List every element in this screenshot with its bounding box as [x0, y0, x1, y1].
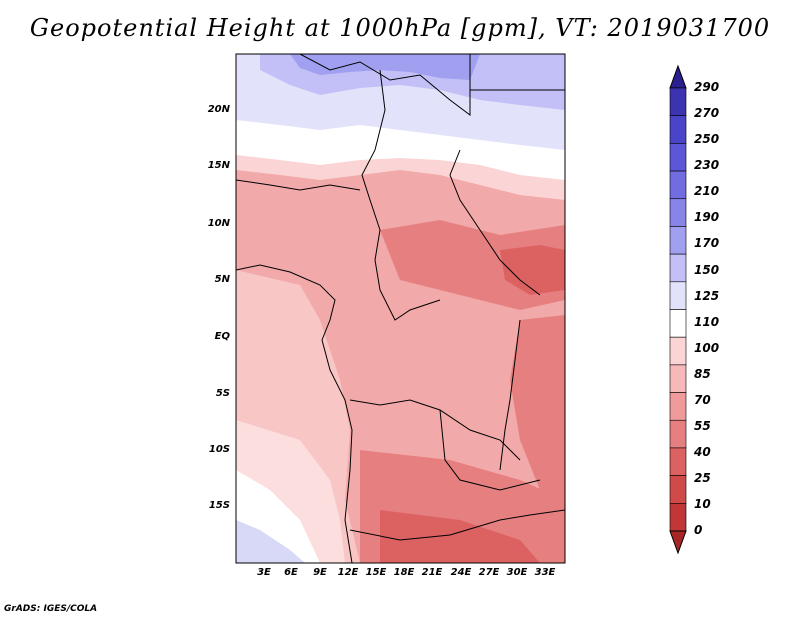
colorbar-swatch	[669, 309, 687, 338]
colorbar-bottom-arrow	[669, 530, 687, 555]
colorbar-swatch	[669, 336, 687, 366]
lat-tick-label: 15S	[208, 500, 230, 511]
colorbar-top-arrow	[669, 64, 687, 89]
colorbar-label: 190	[694, 210, 720, 224]
lat-tick-label: EQ	[214, 331, 230, 342]
border-east	[449, 149, 541, 296]
map-title: Geopotential Height at 1000hPa [gpm], VT…	[29, 14, 771, 42]
colorbar-label: 100	[694, 341, 720, 355]
field-ne-red	[500, 245, 565, 295]
field-east-red	[510, 315, 565, 500]
lon-tick-label: 15E	[365, 567, 387, 578]
coastline	[236, 264, 353, 563]
colorbar-swatch	[669, 115, 687, 144]
height-field	[236, 54, 565, 563]
colorbar-label: 55	[694, 419, 711, 433]
colorbar-label: 70	[694, 393, 711, 407]
border-central	[361, 69, 441, 321]
colorbar-label: 150	[694, 263, 720, 277]
lat-tick-label: 10S	[208, 444, 230, 455]
colorbar-label: 125	[694, 289, 720, 303]
colorbar-swatch	[669, 475, 687, 504]
colorbar-swatch	[669, 447, 687, 476]
border-north	[299, 54, 471, 116]
border-lakes	[499, 319, 521, 471]
lon-tick-label: 30E	[506, 567, 528, 578]
colorbar-label: 40	[694, 445, 711, 459]
colorbar-label: 270	[694, 106, 720, 120]
lat-tick-label: 10N	[207, 218, 230, 229]
colorbar-label: 0	[694, 523, 703, 537]
lat-tick-label: 5N	[214, 274, 230, 285]
lon-tick-label: 21E	[421, 567, 443, 578]
grads-credit: GrADS: IGES/COLA	[4, 604, 98, 614]
colorbar-swatch	[669, 503, 687, 532]
field-sw-blue	[236, 520, 305, 563]
lon-tick-label: 27E	[478, 567, 500, 578]
colorbar-label: 85	[694, 367, 711, 381]
border-far-south	[349, 509, 565, 541]
lon-tick-label: 24E	[450, 567, 472, 578]
map-frame	[235, 53, 566, 564]
colorbar	[669, 64, 687, 555]
colorbar-label: 25	[694, 471, 711, 485]
country-borders	[236, 54, 565, 563]
colorbar-swatch	[669, 281, 687, 310]
colorbar-swatch	[669, 253, 687, 283]
lon-tick-label: 9E	[313, 567, 327, 578]
colorbar-swatch	[669, 198, 687, 227]
lat-tick-label: 15N	[207, 160, 230, 171]
colorbar-swatch	[669, 143, 687, 172]
lon-tick-label: 6E	[284, 567, 298, 578]
colorbar-swatch	[669, 226, 687, 255]
lon-tick-label: 3E	[257, 567, 271, 578]
lon-tick-label: 12E	[337, 567, 359, 578]
border-southeast	[439, 409, 541, 491]
field-north-deepblue	[290, 54, 480, 80]
colorbar-label: 250	[694, 132, 720, 146]
border-west	[236, 179, 361, 191]
colorbar-swatch	[669, 87, 687, 116]
field-south-deepred	[380, 510, 540, 563]
colorbar-label: 170	[694, 236, 720, 250]
colorbar-swatch	[669, 170, 687, 200]
colorbar-swatch	[669, 419, 687, 449]
lat-tick-label: 20N	[207, 104, 230, 115]
colorbar-label: 10	[694, 497, 711, 511]
colorbar-label: 230	[694, 158, 720, 172]
colorbar-swatch	[669, 392, 687, 421]
colorbar-label: 210	[694, 184, 720, 198]
colorbar-swatch	[669, 364, 687, 393]
colorbar-label: 290	[694, 80, 720, 94]
colorbar-label: 110	[694, 315, 720, 329]
lon-tick-label: 33E	[534, 567, 556, 578]
lat-tick-label: 5S	[215, 388, 230, 399]
lon-tick-label: 18E	[393, 567, 415, 578]
